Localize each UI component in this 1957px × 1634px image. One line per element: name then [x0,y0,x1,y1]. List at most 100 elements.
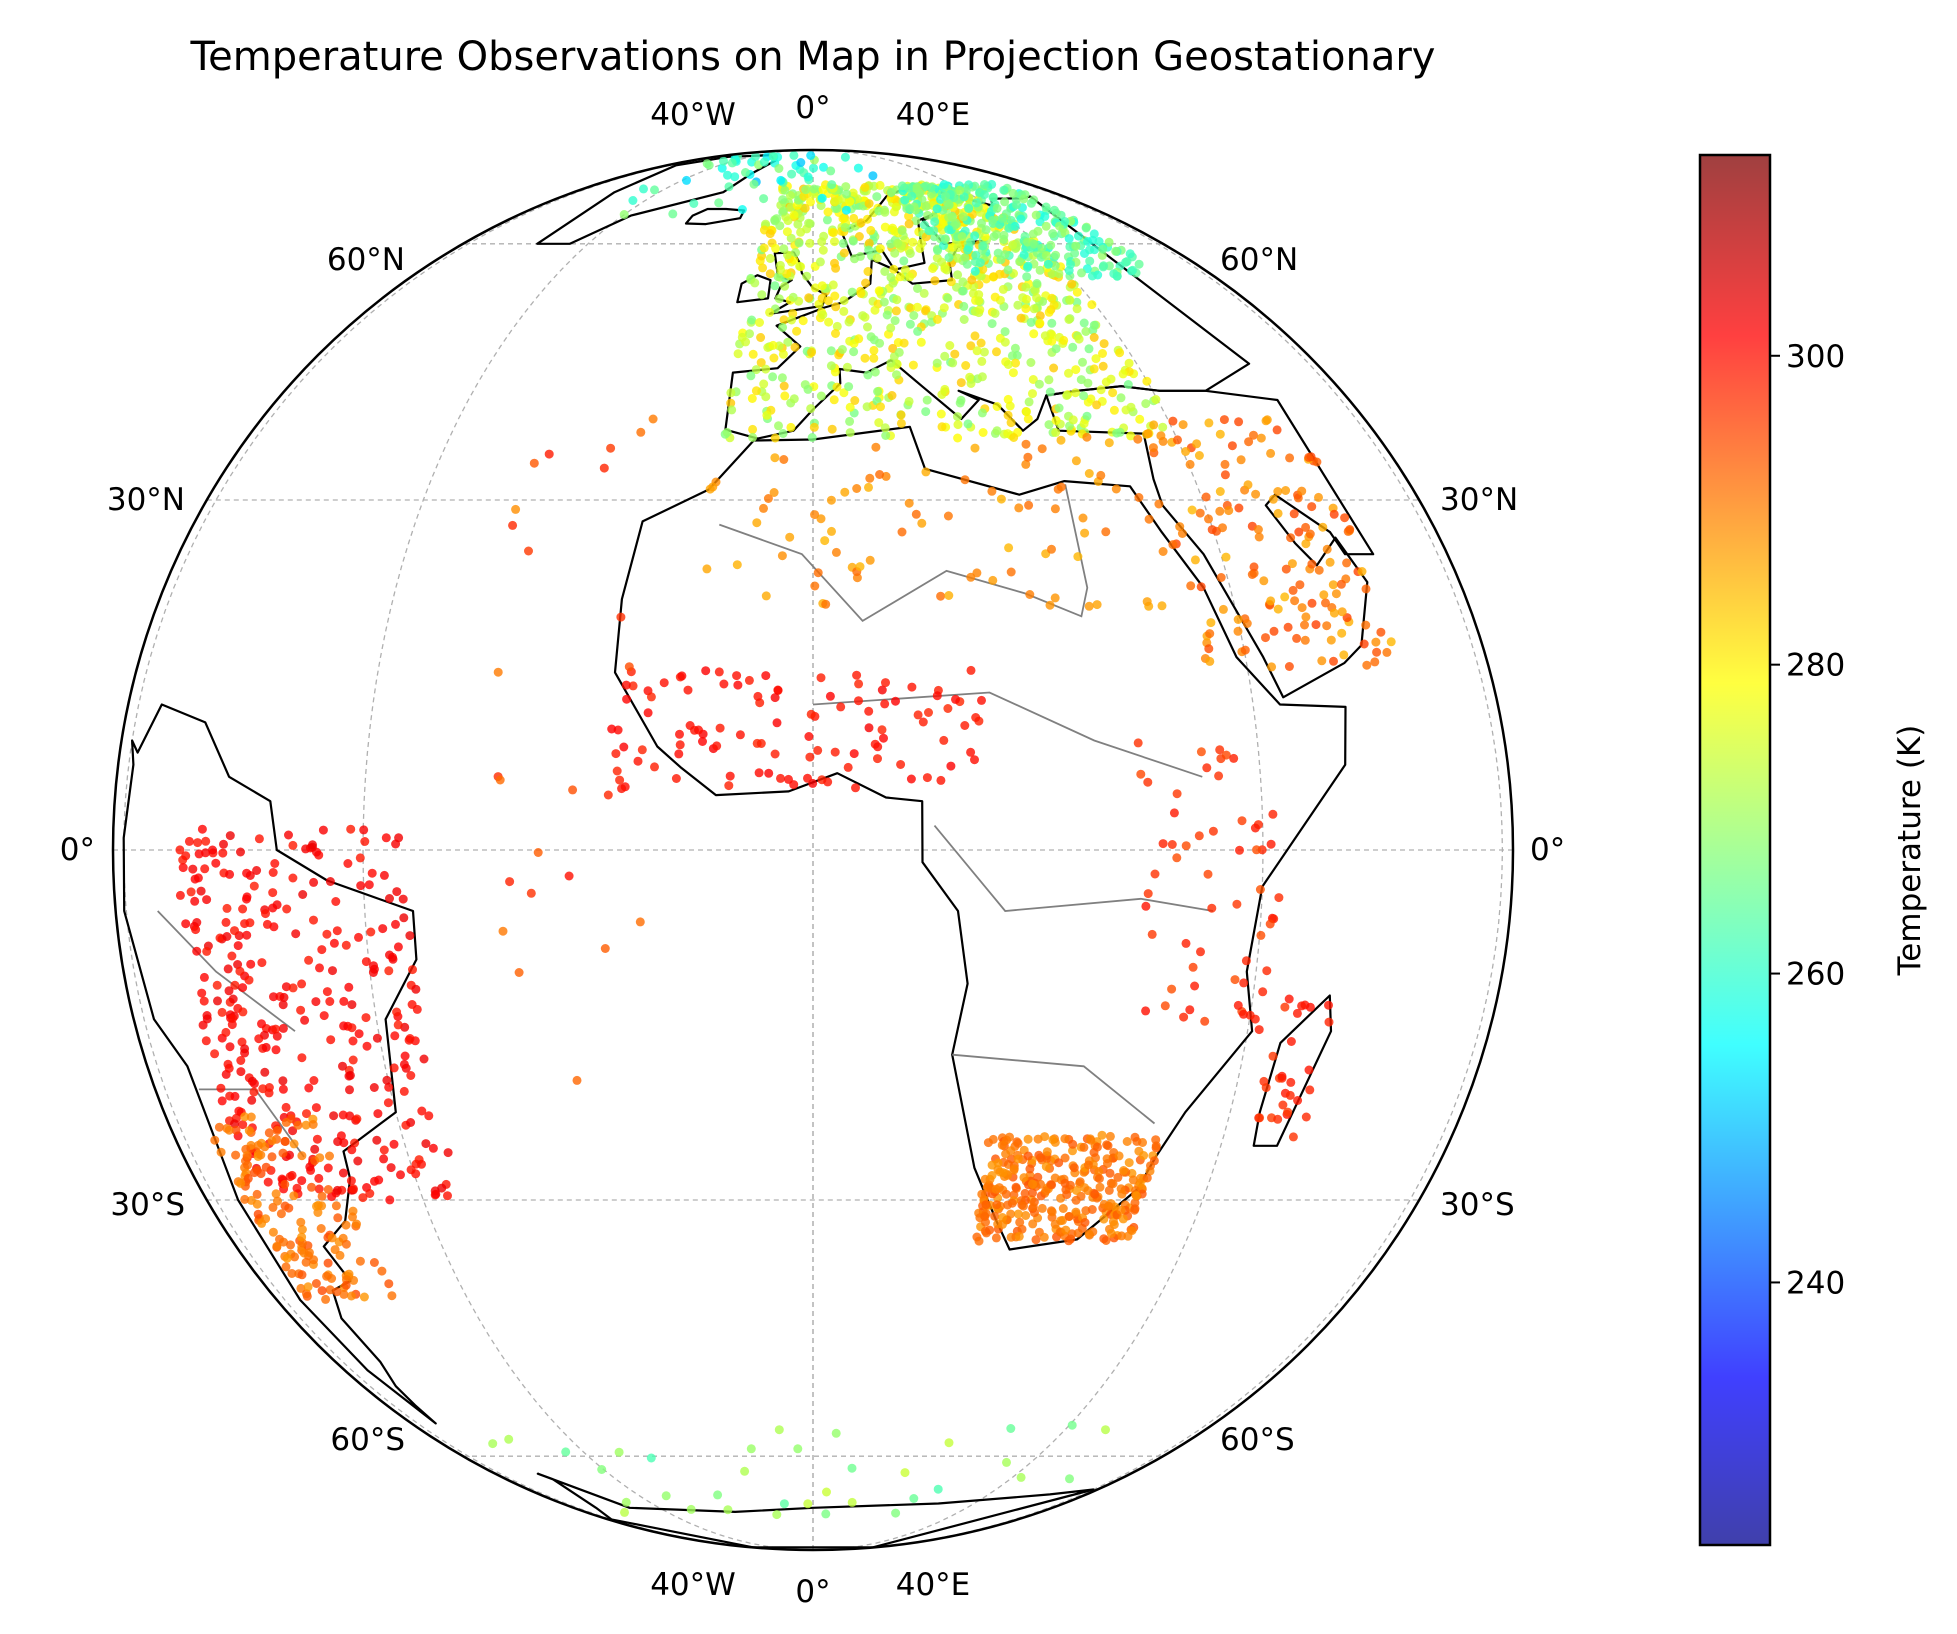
observation-point [757,251,767,261]
observation-point [1117,1231,1127,1241]
observation-point [262,919,272,929]
observation-point [297,1225,307,1234]
parallel-label-right: 30°N [1440,482,1518,518]
observation-point [1208,826,1218,836]
coastline [1252,994,1333,1147]
observation-point [408,965,417,975]
observation-point [378,924,388,934]
observation-point [940,264,950,274]
observation-point [1016,1472,1026,1482]
observation-point [1056,435,1066,445]
observation-point [353,1156,363,1166]
observation-point [775,221,785,231]
observation-point [817,193,827,203]
observation-point [264,1083,274,1092]
observation-point [1126,402,1136,412]
observation-point [1025,1164,1035,1174]
observation-point [1247,570,1257,579]
observation-point [1036,1153,1045,1163]
observation-point [765,254,775,263]
observation-point [276,1209,286,1219]
observation-point [411,1169,421,1179]
observation-point [352,1114,362,1124]
country-border [812,691,1203,778]
observation-point [1083,378,1093,388]
observation-point [1123,380,1133,389]
observation-point [1050,593,1060,603]
observation-point [951,694,960,704]
observation-point [1215,745,1225,755]
observation-point [260,1067,270,1077]
observation-point [842,189,852,199]
observation-point [288,840,298,850]
observation-point [1023,452,1033,462]
observation-point [235,966,245,976]
observation-point [1111,246,1121,256]
observation-point [953,253,963,263]
observation-point [1008,188,1018,198]
observation-point [1168,540,1178,550]
observation-point [243,1173,253,1183]
observation-point [271,1024,281,1034]
observation-point [1105,1131,1115,1141]
observation-point [533,848,543,857]
observation-point [1050,1219,1060,1229]
observation-point [272,1031,282,1041]
observation-point [683,685,693,695]
observation-point [359,825,369,835]
observation-point [564,871,574,881]
observation-point [819,231,829,241]
observation-point [256,1169,266,1179]
observation-point [650,762,659,772]
observation-point [719,156,728,166]
country-border [157,910,296,1032]
observation-point [1079,1142,1089,1152]
observation-point [1259,576,1269,586]
observation-point [1072,297,1082,307]
observation-point [715,723,725,733]
observation-point [1089,229,1099,239]
observation-point [1014,503,1024,513]
observation-point [1305,1085,1315,1095]
observation-point [338,1168,348,1178]
observation-point [1002,1135,1011,1145]
observation-point [244,1126,254,1136]
observation-point [498,926,508,936]
observation-point [917,238,927,248]
observation-point [272,900,282,910]
observation-point [1195,508,1205,518]
observation-point [246,1112,256,1122]
observation-point [1361,620,1371,630]
observation-point [971,713,981,722]
observation-point [1046,240,1056,250]
observation-point [1158,839,1168,849]
observation-point [308,840,317,850]
observation-point [1250,1014,1260,1024]
observation-point [847,1497,857,1507]
observation-point [945,341,955,350]
observation-point [1233,1000,1243,1010]
observation-point [806,197,815,207]
observation-point [297,979,307,989]
observation-point [1048,229,1058,239]
observation-point [1278,1100,1288,1110]
observation-point [359,1292,369,1302]
observation-point [1147,929,1157,939]
observation-point [770,281,780,291]
observation-point [733,349,743,359]
observation-point [818,245,828,255]
observation-point [282,904,292,914]
observation-point [178,863,188,873]
observation-point [230,980,240,990]
observation-point [1023,1134,1033,1144]
observation-point [971,198,981,208]
observation-point [1041,221,1051,231]
observation-point [988,216,997,225]
map-area [113,150,1513,1550]
observation-point [621,1497,631,1507]
observation-point [998,1213,1007,1222]
observation-point [1065,1474,1074,1484]
observation-point [1322,621,1332,631]
observation-point [1285,1090,1295,1100]
observation-point [280,1179,290,1189]
